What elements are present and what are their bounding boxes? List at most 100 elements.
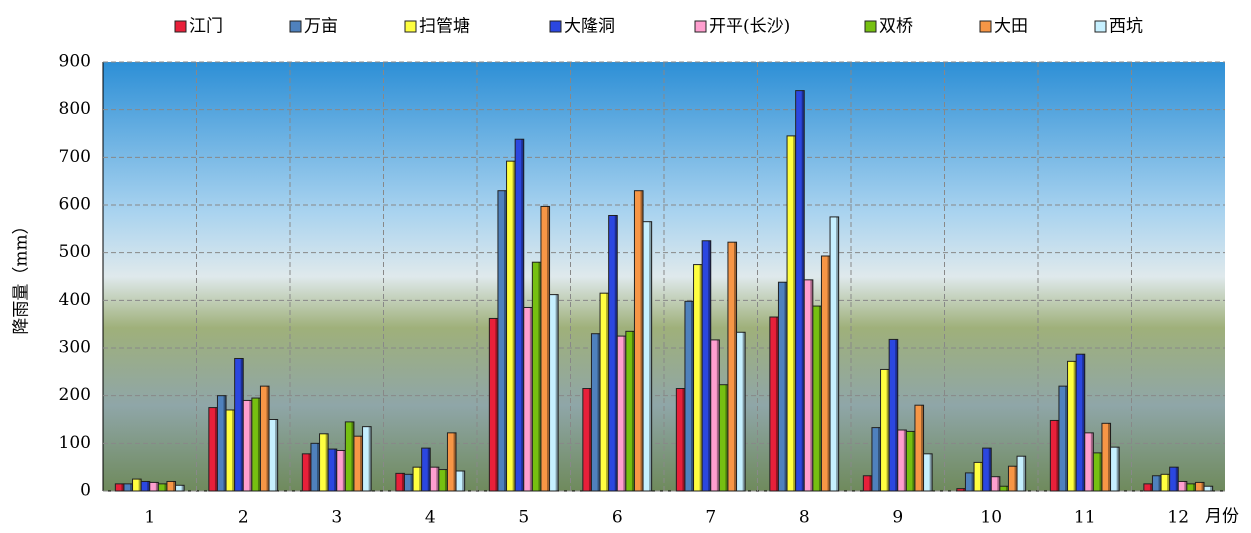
bar: [175, 484, 185, 492]
bar-side: [1014, 466, 1018, 491]
bar-side: [138, 479, 142, 491]
bar: [446, 432, 457, 492]
bar-side: [1158, 475, 1162, 491]
bar-side: [1082, 354, 1085, 491]
y-tick-label: 100: [59, 433, 91, 453]
bar: [1110, 446, 1120, 492]
bar-side: [529, 307, 533, 491]
bar-side: [521, 139, 524, 491]
bar-side: [631, 331, 635, 491]
legend-label: 大田: [994, 17, 1028, 37]
legend-label: 开平(长沙): [709, 17, 790, 37]
bar-side: [351, 421, 354, 491]
bar-side: [223, 395, 227, 491]
bar-side: [555, 294, 559, 491]
bar: [1203, 485, 1214, 492]
bar-side: [734, 242, 737, 491]
bar-side: [334, 449, 337, 491]
bar: [1016, 455, 1027, 492]
y-tick-label: 0: [80, 481, 91, 501]
x-tick-label: 6: [612, 508, 623, 528]
y-tick-label: 700: [59, 147, 91, 167]
bar-side: [962, 488, 966, 491]
bar-side: [725, 384, 728, 491]
bar: [888, 338, 899, 492]
bar-side: [818, 306, 822, 491]
bar-side: [691, 301, 694, 491]
bar-side: [775, 317, 779, 491]
bar-side: [742, 332, 746, 491]
legend-swatch: [549, 20, 562, 33]
bar: [982, 447, 992, 492]
bar: [642, 221, 653, 492]
bar: [1169, 466, 1179, 492]
bar-side: [1056, 420, 1059, 491]
bar-side: [1192, 483, 1196, 491]
bar-side: [597, 333, 601, 491]
y-tick-label: 800: [59, 99, 91, 119]
bar-side: [640, 190, 644, 491]
bar-side: [895, 339, 898, 491]
x-tick-label: 8: [799, 508, 810, 528]
bar-side: [793, 135, 796, 491]
bar-side: [929, 453, 933, 491]
bar-side: [232, 409, 235, 491]
bar: [1075, 353, 1086, 492]
x-tick-label: 4: [425, 508, 436, 528]
y-axis-title: 降雨量（mm）: [12, 217, 32, 334]
bar-side: [512, 161, 516, 491]
bar-side: [453, 432, 457, 491]
y-tick-label: 600: [59, 195, 91, 215]
bar-side: [155, 482, 159, 491]
bar-side: [1023, 456, 1026, 491]
bar-side: [266, 386, 270, 491]
legend-label: 扫管塘: [419, 17, 470, 37]
y-tick-label: 200: [59, 385, 91, 405]
bar: [923, 453, 933, 492]
bar-side: [1099, 452, 1102, 491]
bar-side: [419, 467, 422, 491]
legend-swatch: [694, 20, 707, 33]
y-tick-label: 500: [59, 242, 91, 262]
bar-side: [836, 216, 839, 491]
legend-label: 大隆洞: [564, 17, 615, 37]
legend-swatch: [979, 20, 992, 33]
legend-swatch: [174, 20, 187, 33]
x-axis-title: 月份: [1205, 507, 1239, 527]
bar-side: [275, 419, 278, 491]
y-tick-label: 300: [59, 338, 91, 358]
x-tick-label: 11: [1074, 508, 1096, 528]
bar-side: [504, 190, 507, 491]
bar-side: [784, 282, 788, 491]
bar-side: [980, 462, 983, 491]
bar-side: [1108, 423, 1111, 491]
bar-side: [699, 264, 703, 491]
bar: [914, 404, 925, 492]
bar-side: [708, 240, 711, 491]
bar-side: [971, 472, 975, 491]
bar-side: [173, 481, 176, 491]
bar-side: [368, 426, 372, 491]
legend-swatch: [864, 20, 877, 33]
x-tick-label: 3: [331, 508, 342, 528]
bar: [362, 426, 372, 492]
bar-side: [903, 429, 907, 491]
legend-label: 万亩: [304, 17, 338, 37]
bar-side: [623, 336, 626, 491]
x-tick-label: 9: [892, 508, 903, 528]
bar-side: [317, 443, 320, 491]
bar-side: [495, 318, 498, 491]
bar-side: [538, 262, 541, 491]
bar-side: [249, 400, 252, 491]
bar-side: [886, 369, 890, 491]
bar: [268, 419, 279, 492]
bar: [736, 331, 746, 492]
bar-side: [988, 448, 992, 491]
bar-side: [130, 483, 133, 491]
bar-side: [1116, 447, 1120, 491]
legend-label: 江门: [189, 17, 223, 37]
bar-side: [869, 475, 872, 491]
bar-side: [1090, 432, 1094, 491]
bar-side: [214, 407, 218, 491]
bar-side: [1065, 386, 1068, 491]
